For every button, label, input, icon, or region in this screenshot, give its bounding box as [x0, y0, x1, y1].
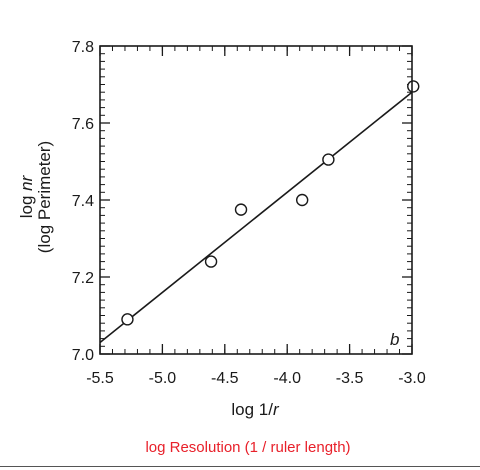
x-tick-label: -3.0	[398, 370, 426, 387]
y-tick-label: 7.2	[72, 270, 94, 287]
data-points	[121, 80, 420, 326]
y-tick-label: 7.4	[72, 193, 94, 210]
x-axis-title-variable: r	[273, 400, 280, 419]
y-tick-label: 7.0	[72, 347, 94, 364]
x-tick-label: -4.0	[273, 370, 301, 387]
data-point	[121, 313, 134, 326]
y-axis-title: log nr (log Perimeter)	[17, 141, 54, 253]
y-axis-title-line1: log nr	[17, 174, 36, 218]
data-point	[204, 255, 218, 268]
y-axis-title-line2: (log Perimeter)	[35, 141, 54, 253]
tick-labels: -5.5 -5.0 -4.5 -4.0 -3.5 -3.0 7.0 7.2 7.4 7.6 7.8	[72, 39, 426, 387]
x-tick-label: -4.5	[211, 370, 239, 387]
data-point	[295, 193, 309, 207]
major-ticks	[99, 45, 413, 355]
data-point	[407, 80, 420, 93]
x-axis-caption: log Resolution (1 / ruler length)	[145, 439, 350, 456]
fit-line	[99, 91, 413, 344]
y-axis-title-prefix: log	[17, 191, 36, 218]
minor-ticks	[99, 45, 413, 355]
x-axis-title-prefix: log 1/	[231, 400, 273, 419]
y-axis-title-variable: nr	[17, 174, 36, 190]
x-tick-label: -5.0	[149, 370, 177, 387]
x-axis-title: log 1/r	[231, 400, 280, 419]
y-tick-label: 7.8	[72, 39, 94, 56]
data-point	[322, 153, 335, 166]
plot-frame	[99, 45, 413, 355]
bottom-divider	[0, 466, 480, 467]
y-tick-label: 7.6	[72, 116, 94, 133]
x-tick-label: -5.5	[86, 370, 114, 387]
x-tick-label: -3.5	[336, 370, 364, 387]
panel-label: b	[390, 330, 399, 349]
data-point	[234, 203, 248, 216]
